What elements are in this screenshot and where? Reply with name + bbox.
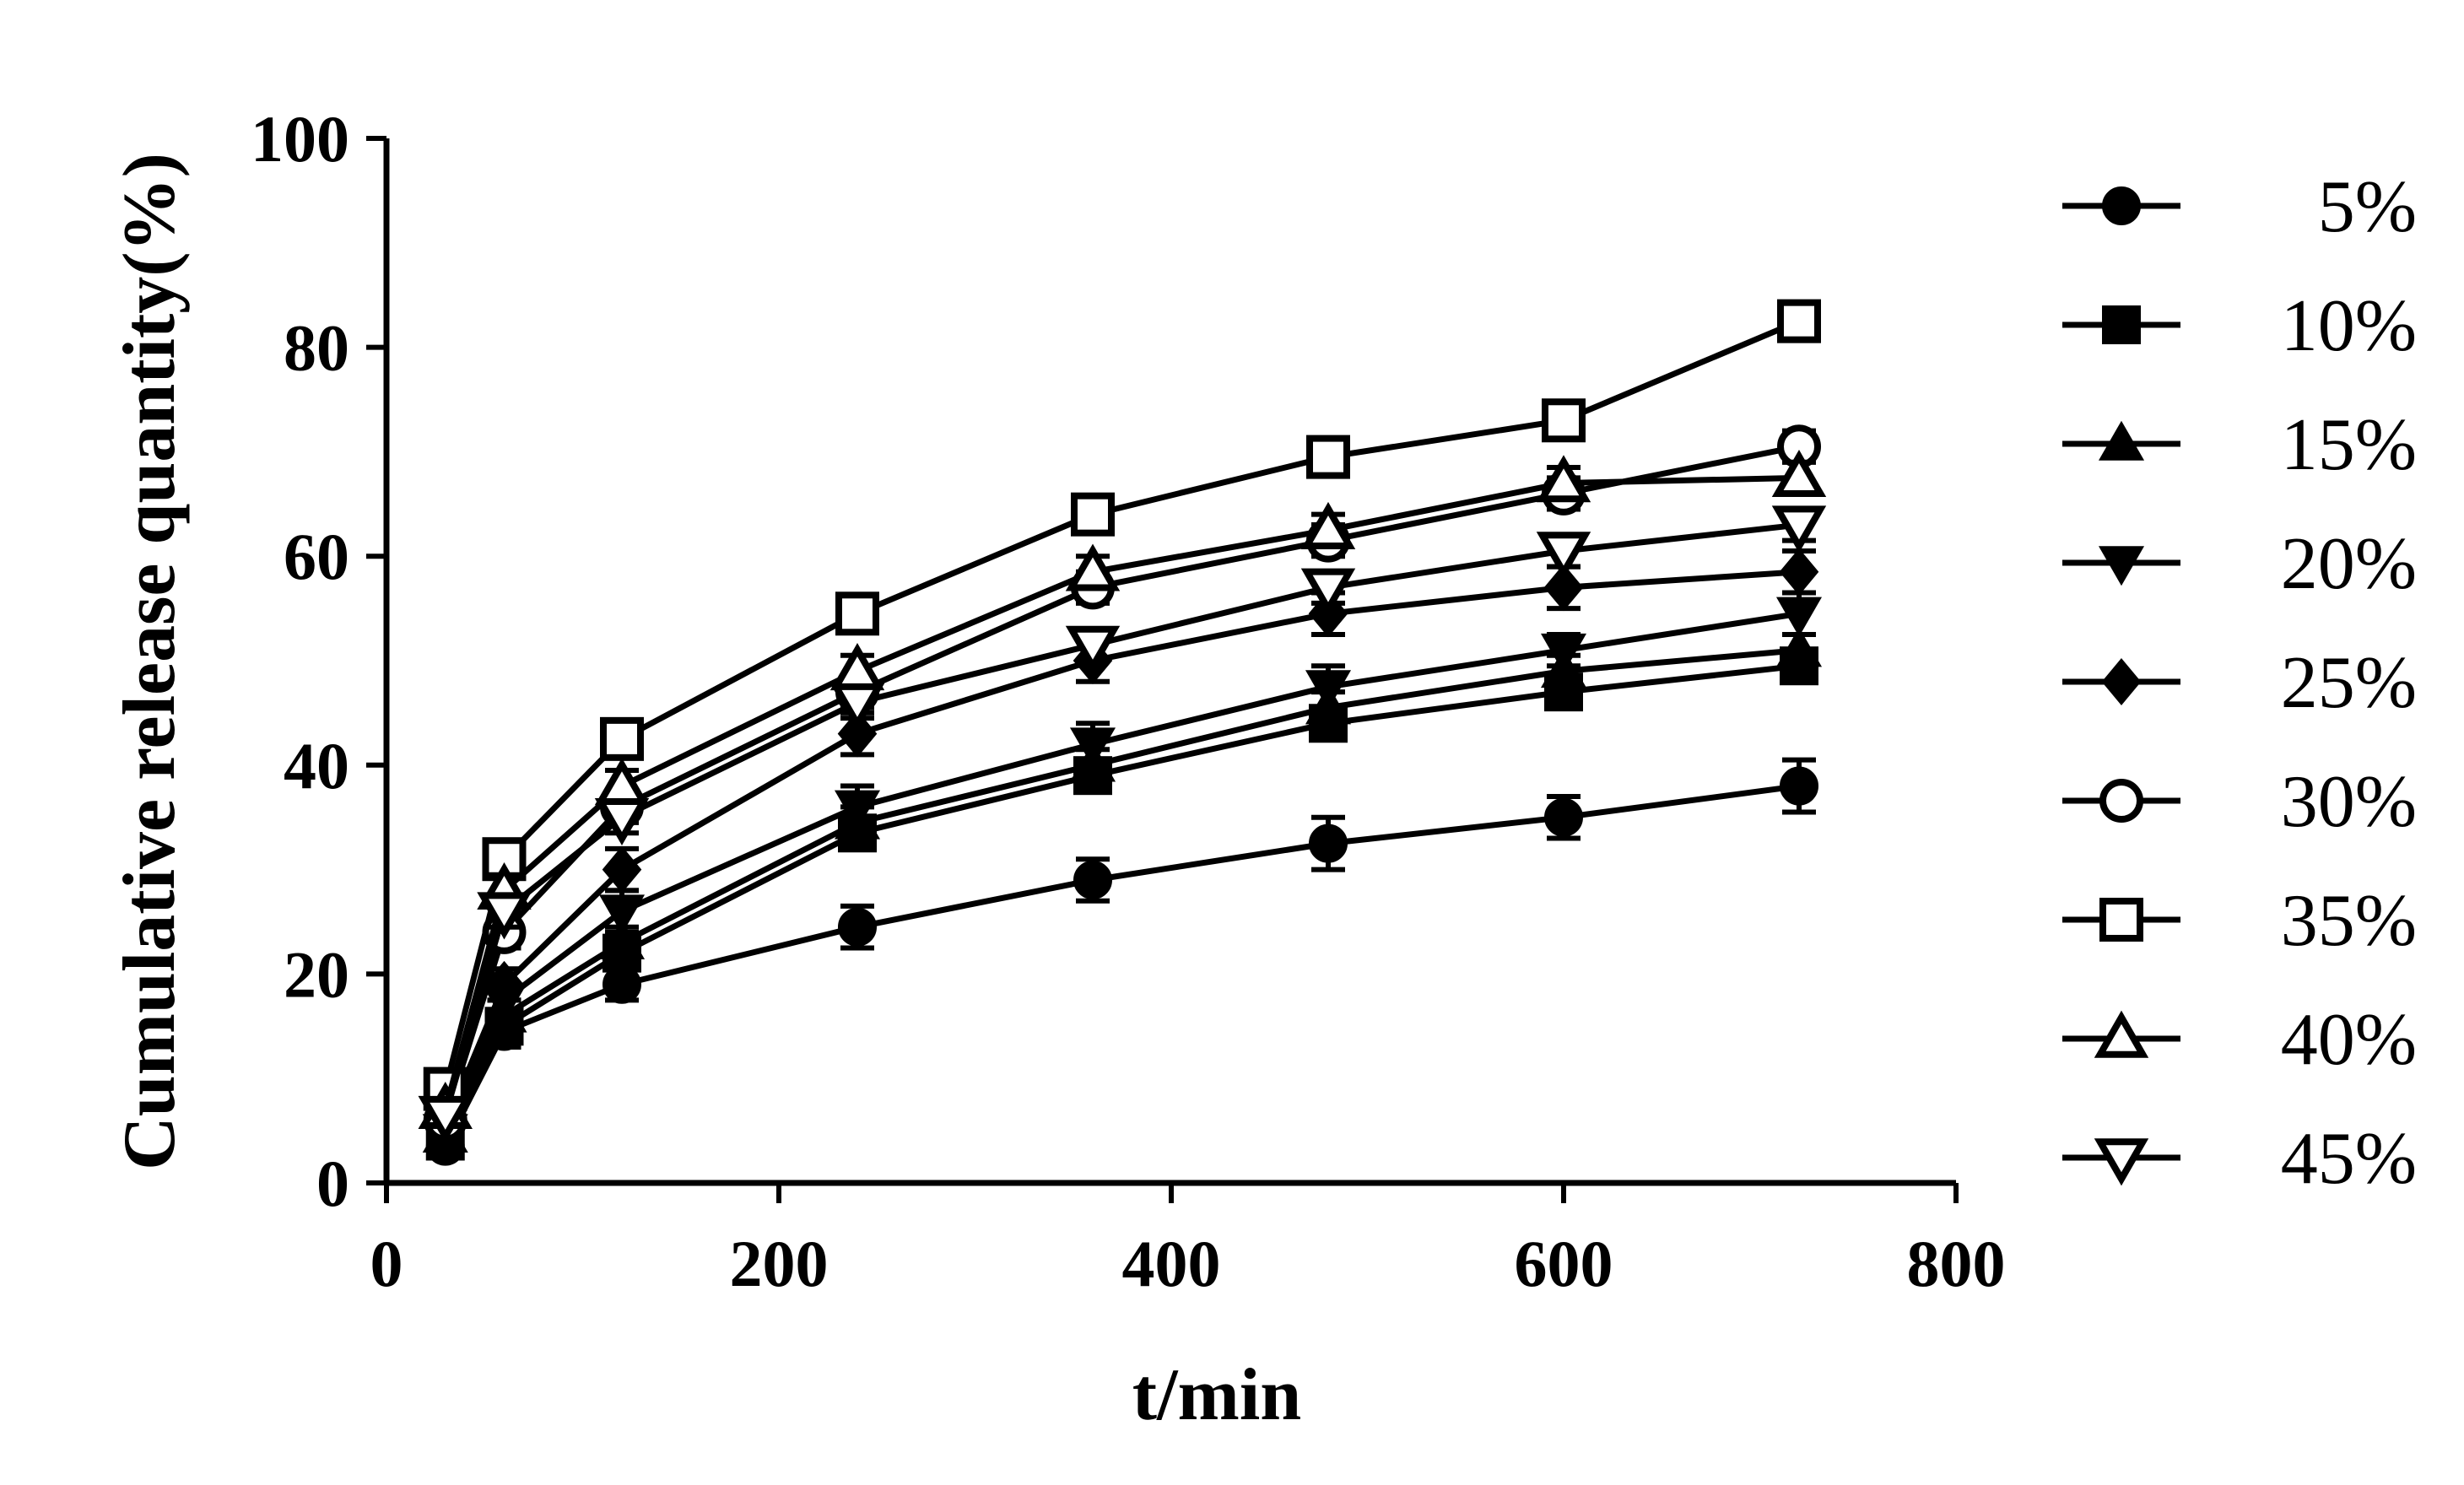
point-40pct-360 xyxy=(1065,543,1121,591)
point-25pct-240 xyxy=(837,710,878,758)
point-45pct-720 xyxy=(1771,505,1827,554)
legend-item-15pct: 15% xyxy=(2062,404,2417,486)
y-tick-label-60: 60 xyxy=(284,520,349,593)
point-15pct-120 xyxy=(598,919,646,959)
point-20pct-360 xyxy=(1069,727,1116,768)
legend-marker-15pct xyxy=(2098,420,2145,461)
point-45pct-30 xyxy=(418,1095,473,1143)
y-tick-label-0: 0 xyxy=(316,1147,349,1220)
x-tick-label-600: 600 xyxy=(1515,1227,1613,1300)
release-chart: 0 200 400 600 800 0 20 40 60 80 100 5% 10% 15% 20% 25%… xyxy=(109,102,2417,1436)
point-35pct-480 xyxy=(1306,435,1350,479)
point-40pct-720 xyxy=(1771,450,1827,498)
point-45pct-600 xyxy=(1536,532,1591,580)
point-40pct-600 xyxy=(1536,455,1591,503)
series-line-45pct xyxy=(442,521,1800,1116)
series-line-30pct xyxy=(442,443,1800,1121)
point-45pct-60 xyxy=(477,892,532,940)
figure-frame: 0 200 400 600 800 0 20 40 60 80 100 5% 10% 15% 20% 25%… xyxy=(20,20,2444,1465)
series-35pct xyxy=(423,299,1821,1111)
legend-label-20pct: 20% xyxy=(2281,523,2417,605)
series-40pct xyxy=(418,450,1827,1130)
legend-marker-10pct xyxy=(2102,305,2141,344)
legend-marker-40pct xyxy=(2094,1010,2149,1058)
point-15pct-720 xyxy=(1775,627,1823,667)
legend-item-30pct: 30% xyxy=(2062,761,2417,843)
legend-marker-25pct xyxy=(2101,658,2142,705)
x-tick-label-0: 0 xyxy=(370,1227,403,1300)
point-20pct-480 xyxy=(1305,670,1352,710)
point-20pct-720 xyxy=(1775,597,1823,637)
point-5pct-360 xyxy=(1073,860,1112,899)
y-tick-label-20: 20 xyxy=(284,937,349,1011)
x-tick-label-200: 200 xyxy=(730,1227,829,1300)
y-tick-label-100: 100 xyxy=(251,102,349,176)
y-tick-label-40: 40 xyxy=(284,729,349,802)
legend-label-40pct: 40% xyxy=(2281,999,2417,1081)
point-40pct-480 xyxy=(1300,501,1356,549)
legend-marker-30pct xyxy=(2099,779,2143,823)
x-tick-label-800: 800 xyxy=(1907,1227,2006,1300)
point-5pct-720 xyxy=(1780,766,1818,806)
series-line-15pct xyxy=(442,647,1800,1137)
legend-label-35pct: 35% xyxy=(2281,880,2417,962)
legend-label-5pct: 5% xyxy=(2318,166,2417,248)
series-line-25pct xyxy=(442,569,1800,1127)
legend-item-10pct: 10% xyxy=(2062,285,2417,367)
series-line-40pct xyxy=(442,474,1800,1111)
series-line-35pct xyxy=(442,318,1801,1090)
legend: 5% 10% 15% 20% 25% 30% 35% 40% 45% xyxy=(2062,166,2417,1200)
legend-label-30pct: 30% xyxy=(2281,761,2417,843)
point-45pct-360 xyxy=(1065,625,1121,673)
legend-item-5pct: 5% xyxy=(2062,166,2417,248)
legend-item-40pct: 40% xyxy=(2062,999,2417,1081)
point-20pct-120 xyxy=(598,894,646,935)
legend-label-25pct: 25% xyxy=(2281,642,2417,724)
legend-label-45pct: 45% xyxy=(2281,1118,2417,1200)
y-tick-label-80: 80 xyxy=(284,311,349,385)
point-35pct-240 xyxy=(835,591,879,636)
legend-item-25pct: 25% xyxy=(2062,642,2417,724)
legend-marker-20pct xyxy=(2098,546,2145,586)
point-35pct-600 xyxy=(1542,398,1586,443)
legend-label-15pct: 15% xyxy=(2281,404,2417,486)
series-line-10pct xyxy=(442,662,1800,1143)
legend-item-20pct: 20% xyxy=(2062,523,2417,605)
point-45pct-240 xyxy=(829,683,885,731)
point-25pct-720 xyxy=(1779,548,1819,596)
axes: 0 200 400 600 800 0 20 40 60 80 100 xyxy=(251,102,2006,1300)
legend-marker-45pct xyxy=(2094,1138,2149,1186)
point-35pct-720 xyxy=(1777,299,1821,343)
legend-item-35pct: 35% xyxy=(2062,880,2417,962)
x-tick-label-400: 400 xyxy=(1122,1227,1221,1300)
point-35pct-360 xyxy=(1071,492,1115,537)
point-20pct-600 xyxy=(1540,633,1587,673)
legend-item-45pct: 45% xyxy=(2062,1118,2417,1200)
series-45pct xyxy=(418,505,1827,1143)
point-20pct-240 xyxy=(834,790,881,830)
legend-label-10pct: 10% xyxy=(2281,285,2417,367)
point-5pct-600 xyxy=(1544,797,1583,837)
point-45pct-120 xyxy=(594,798,650,846)
point-25pct-120 xyxy=(602,845,642,894)
series-line-5pct xyxy=(442,783,1800,1148)
legend-marker-35pct xyxy=(2099,898,2143,942)
x-axis-title: t/min xyxy=(1132,1354,1301,1436)
point-25pct-600 xyxy=(1543,564,1584,612)
point-5pct-480 xyxy=(1309,824,1348,863)
legend-marker-5pct xyxy=(2102,186,2141,225)
point-45pct-480 xyxy=(1300,568,1356,616)
point-35pct-120 xyxy=(600,716,644,761)
point-5pct-240 xyxy=(838,907,877,947)
y-axis-title: Cumulative release quantity(%) xyxy=(109,153,191,1170)
series-layer xyxy=(418,299,1827,1166)
